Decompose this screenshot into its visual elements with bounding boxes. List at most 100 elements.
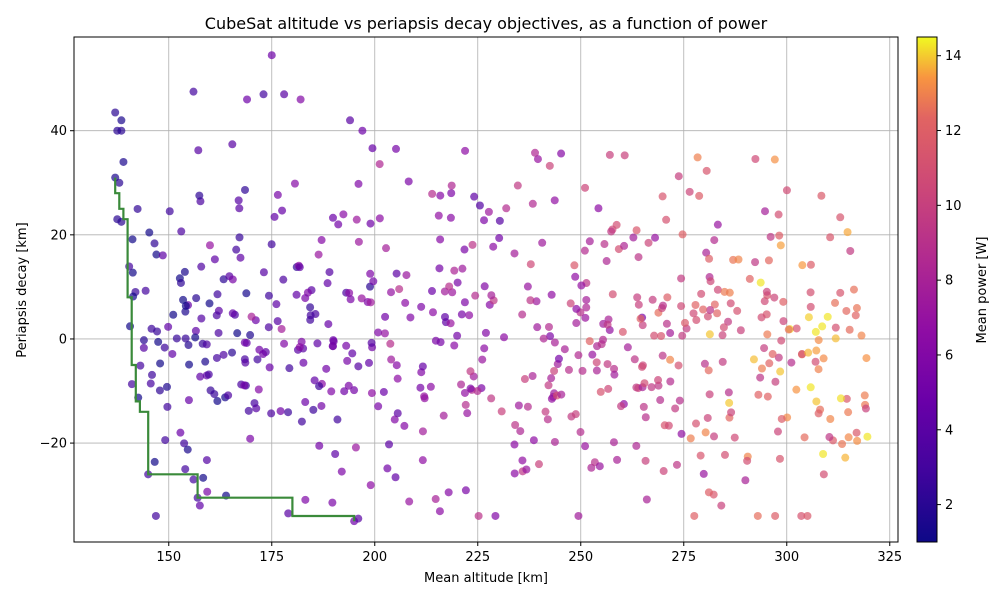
x-axis-label: Mean altitude [km] xyxy=(424,571,548,586)
scatter-point xyxy=(406,313,415,322)
scatter-point xyxy=(762,287,771,296)
scatter-point xyxy=(710,432,719,441)
scatter-point xyxy=(516,427,525,436)
scatter-point xyxy=(776,241,785,250)
scatter-point xyxy=(659,301,668,310)
scatter-point xyxy=(650,331,659,340)
scatter-point xyxy=(473,387,482,396)
scatter-point xyxy=(431,495,440,504)
scatter-point xyxy=(387,355,396,364)
scatter-point xyxy=(533,323,542,332)
scatter-point xyxy=(246,331,255,340)
scatter-point xyxy=(313,339,322,348)
scatter-point xyxy=(337,467,346,476)
scatter-point xyxy=(675,396,684,405)
scatter-point xyxy=(272,300,281,309)
scatter-point xyxy=(547,374,556,383)
scatter-point xyxy=(704,488,713,497)
scatter-point xyxy=(233,329,242,338)
scatter-point xyxy=(328,213,337,222)
scatter-point xyxy=(148,370,157,379)
scatter-point xyxy=(285,364,294,373)
scatter-point xyxy=(246,434,255,443)
scatter-point xyxy=(774,353,783,362)
scatter-point xyxy=(386,339,395,348)
scatter-point xyxy=(702,166,711,175)
scatter-point xyxy=(126,322,135,331)
scatter-point xyxy=(657,332,666,341)
pareto-front xyxy=(114,177,356,522)
scatter-point xyxy=(777,336,786,345)
scatter-point xyxy=(726,299,735,308)
scatter-point xyxy=(210,255,219,264)
scatter-point xyxy=(724,388,733,397)
scatter-point xyxy=(489,242,498,251)
scatter-point xyxy=(434,211,443,220)
scatter-point xyxy=(306,311,315,320)
scatter-point xyxy=(544,322,553,331)
scatter-point xyxy=(751,154,760,163)
scatter-point xyxy=(819,450,828,459)
scatter-point xyxy=(340,387,349,396)
scatter-point xyxy=(458,264,467,273)
pareto-front-line xyxy=(114,177,356,522)
scatter-point xyxy=(428,189,437,198)
scatter-point xyxy=(582,295,591,304)
scatter-point xyxy=(357,294,366,303)
scatter-point xyxy=(466,384,475,393)
scatter-point xyxy=(554,354,563,363)
scatter-point xyxy=(141,286,150,295)
x-axis-ticks: 150 175 200 225 250 275 300 325 xyxy=(156,542,902,565)
scatter-point xyxy=(642,495,651,504)
scatter-point xyxy=(273,190,282,199)
scatter-point xyxy=(843,228,852,237)
scatter-point xyxy=(804,313,813,322)
scatter-point xyxy=(418,456,427,465)
scatter-point xyxy=(862,354,871,363)
scatter-point xyxy=(831,323,840,332)
scatter-point xyxy=(765,359,774,368)
scatter-point xyxy=(518,456,527,465)
scatter-point xyxy=(547,290,556,299)
scatter-point xyxy=(244,406,253,415)
scatter-point xyxy=(484,207,493,216)
scatter-point xyxy=(184,341,193,350)
scatter-point xyxy=(852,428,861,437)
scatter-point xyxy=(481,328,490,337)
scatter-point xyxy=(518,310,527,319)
scatter-point xyxy=(671,404,680,413)
scatter-point xyxy=(588,350,597,359)
scatter-point xyxy=(774,210,783,219)
scatter-point xyxy=(719,323,728,332)
scatter-point xyxy=(571,410,580,419)
scatter-point xyxy=(393,409,402,418)
scatter-point xyxy=(513,181,522,190)
scatter-point xyxy=(749,355,758,364)
scatter-point xyxy=(180,267,189,276)
scatter-point xyxy=(510,249,519,258)
scatter-point xyxy=(775,231,784,240)
scatter-point xyxy=(863,432,872,441)
scatter-point xyxy=(146,379,155,388)
scatter-point xyxy=(446,213,455,222)
scatter-point xyxy=(700,359,709,368)
scatter-point xyxy=(450,341,459,350)
scatter-point xyxy=(797,350,806,359)
scatter-point xyxy=(450,266,459,275)
scatter-point xyxy=(487,291,496,300)
scatter-point xyxy=(546,332,555,341)
scatter-point xyxy=(204,370,213,379)
scatter-point xyxy=(526,260,535,269)
scatter-point xyxy=(478,355,487,364)
scatter-point xyxy=(520,375,529,384)
colorbar-label: Mean power [W] xyxy=(975,237,990,344)
scatter-point xyxy=(474,511,483,520)
scatter-point xyxy=(301,398,310,407)
scatter-point xyxy=(602,257,611,266)
scatter-point xyxy=(510,440,519,449)
scatter-point xyxy=(181,465,190,474)
scatter-point xyxy=(706,306,715,315)
scatter-point xyxy=(663,293,672,302)
scatter-point xyxy=(202,456,211,465)
scatter-point xyxy=(139,336,148,345)
